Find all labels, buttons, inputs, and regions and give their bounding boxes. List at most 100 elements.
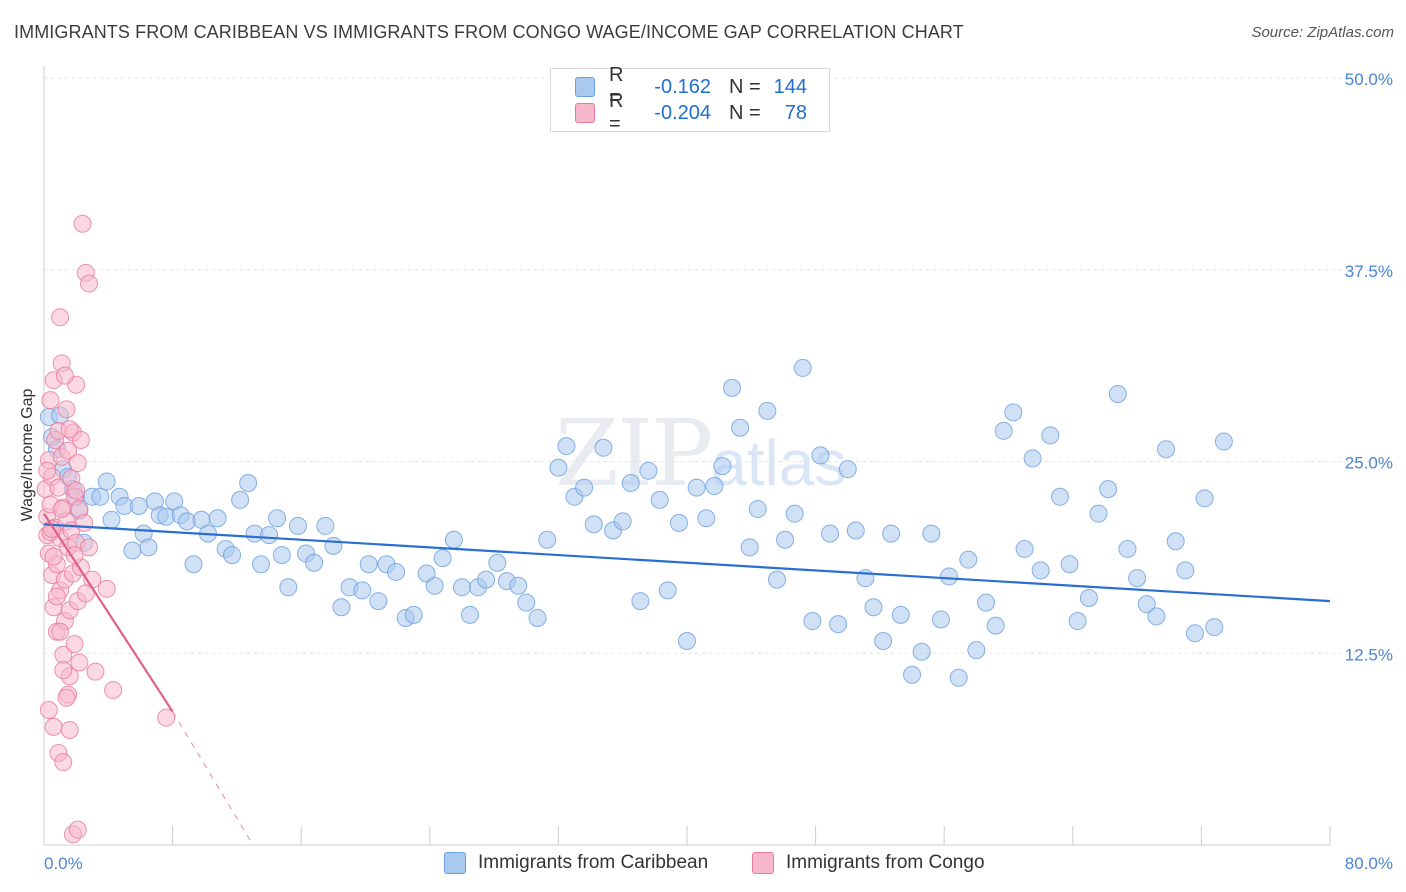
point-caribbean xyxy=(359,555,378,574)
point-congo xyxy=(39,701,58,720)
point-caribbean xyxy=(268,509,287,528)
point-caribbean xyxy=(758,401,777,420)
point-caribbean xyxy=(129,496,148,515)
point-caribbean xyxy=(793,358,812,377)
point-caribbean xyxy=(123,541,142,560)
point-caribbean xyxy=(1060,555,1079,574)
y-axis-label: Wage/Income Gap xyxy=(19,389,36,522)
point-caribbean xyxy=(477,570,496,589)
point-caribbean xyxy=(575,478,594,497)
point-congo xyxy=(52,500,71,519)
point-caribbean xyxy=(1079,589,1098,608)
legend-r-value: -0.162 xyxy=(654,75,711,98)
point-caribbean xyxy=(829,615,848,634)
point-caribbean xyxy=(967,641,986,660)
point-congo xyxy=(65,635,84,654)
point-caribbean xyxy=(1195,489,1214,508)
legend-swatch-congo xyxy=(575,103,595,123)
bottom-swatch-caribbean xyxy=(444,852,466,874)
point-caribbean xyxy=(509,576,528,595)
point-caribbean xyxy=(369,592,388,611)
point-caribbean xyxy=(1023,449,1042,468)
y-tick-label: 25.0% xyxy=(1345,454,1393,473)
correlation-legend: R = -0.162 N = 144 R = -0.204 N = 78 xyxy=(550,64,830,135)
point-caribbean xyxy=(976,593,995,612)
bottom-swatch-congo xyxy=(752,852,774,874)
point-congo xyxy=(41,391,60,410)
point-caribbean xyxy=(631,592,650,611)
point-caribbean xyxy=(821,524,840,543)
bottom-legend-caribbean[interactable]: Immigrants from Caribbean xyxy=(444,852,708,874)
point-caribbean xyxy=(785,504,804,523)
point-caribbean xyxy=(239,473,258,492)
legend-n-value: 78 xyxy=(784,101,807,124)
point-caribbean xyxy=(912,642,931,661)
x-tick-label: 80.0% xyxy=(1345,854,1393,873)
bottom-legend-label: Immigrants from Congo xyxy=(786,852,985,873)
point-congo xyxy=(97,579,116,598)
trend-lines xyxy=(43,513,1331,846)
point-caribbean xyxy=(658,581,677,600)
point-congo xyxy=(68,454,87,473)
point-congo xyxy=(60,420,79,439)
point-caribbean xyxy=(1068,612,1087,631)
point-caribbean xyxy=(959,550,978,569)
point-caribbean xyxy=(639,461,658,480)
trend-line-caribbean xyxy=(43,523,1331,603)
point-caribbean xyxy=(874,631,893,650)
point-congo xyxy=(80,538,99,557)
point-caribbean xyxy=(731,418,750,437)
point-caribbean xyxy=(184,555,203,574)
point-caribbean xyxy=(891,605,910,624)
legend-r-value: -0.204 xyxy=(654,101,711,124)
point-caribbean xyxy=(97,472,116,491)
point-caribbean xyxy=(1108,385,1127,404)
chart-title: IMMIGRANTS FROM CARIBBEAN VS IMMIGRANTS … xyxy=(14,22,964,42)
point-caribbean xyxy=(460,605,479,624)
point-caribbean xyxy=(1166,532,1185,551)
point-caribbean xyxy=(1118,539,1137,558)
point-caribbean xyxy=(305,553,324,572)
point-caribbean xyxy=(776,530,795,549)
point-congo xyxy=(57,688,76,707)
point-caribbean xyxy=(1185,624,1204,643)
point-caribbean xyxy=(613,512,632,531)
point-caribbean xyxy=(1015,539,1034,558)
point-congo xyxy=(70,653,89,672)
point-caribbean xyxy=(994,421,1013,440)
point-congo xyxy=(86,662,105,681)
point-caribbean xyxy=(986,616,1005,635)
point-congo xyxy=(54,661,73,680)
point-congo xyxy=(59,441,78,460)
point-caribbean xyxy=(678,631,696,650)
legend-r-label: R = xyxy=(609,90,624,135)
point-caribbean xyxy=(549,458,568,477)
point-congo xyxy=(65,546,84,565)
point-caribbean xyxy=(740,538,759,557)
point-caribbean xyxy=(811,446,830,465)
point-caribbean xyxy=(223,546,242,565)
point-caribbean xyxy=(425,576,444,595)
legend-n-label: N = xyxy=(729,75,761,98)
data-points xyxy=(36,214,1233,844)
point-caribbean xyxy=(1205,618,1224,637)
point-caribbean xyxy=(594,438,613,457)
point-caribbean xyxy=(557,437,576,456)
point-caribbean xyxy=(252,555,271,574)
point-caribbean xyxy=(1157,440,1176,459)
axes xyxy=(43,66,1331,846)
point-congo xyxy=(51,308,70,327)
point-caribbean xyxy=(864,598,883,617)
point-caribbean xyxy=(713,457,732,476)
point-caribbean xyxy=(387,562,406,581)
bottom-legend-label: Immigrants from Caribbean xyxy=(478,852,709,873)
point-congo xyxy=(44,547,63,566)
y-tick-label: 50.0% xyxy=(1345,70,1393,89)
legend-n-value: 144 xyxy=(773,75,807,98)
point-caribbean xyxy=(139,538,158,557)
bottom-legend-congo[interactable]: Immigrants from Congo xyxy=(752,852,985,874)
point-congo xyxy=(49,478,68,497)
point-congo xyxy=(47,587,66,606)
point-caribbean xyxy=(1214,432,1233,451)
point-congo xyxy=(73,214,92,233)
